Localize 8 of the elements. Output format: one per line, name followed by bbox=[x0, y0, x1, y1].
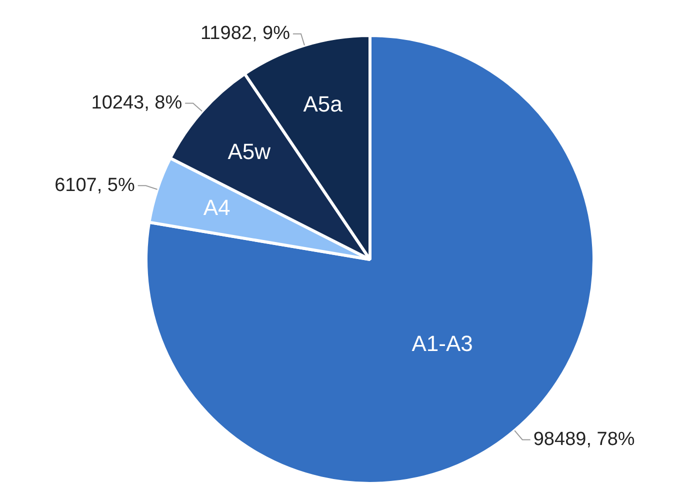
slice-label: A1-A3 bbox=[412, 331, 473, 356]
data-label: 98489, 78% bbox=[533, 428, 635, 450]
slice-label: A5w bbox=[228, 138, 271, 164]
data-label: 10243, 8% bbox=[91, 92, 182, 114]
data-label: 11982, 9% bbox=[200, 23, 290, 44]
slice-label: A5a bbox=[303, 91, 344, 116]
data-label: 6107, 5% bbox=[54, 174, 135, 196]
slice-label: A4 bbox=[203, 195, 230, 220]
